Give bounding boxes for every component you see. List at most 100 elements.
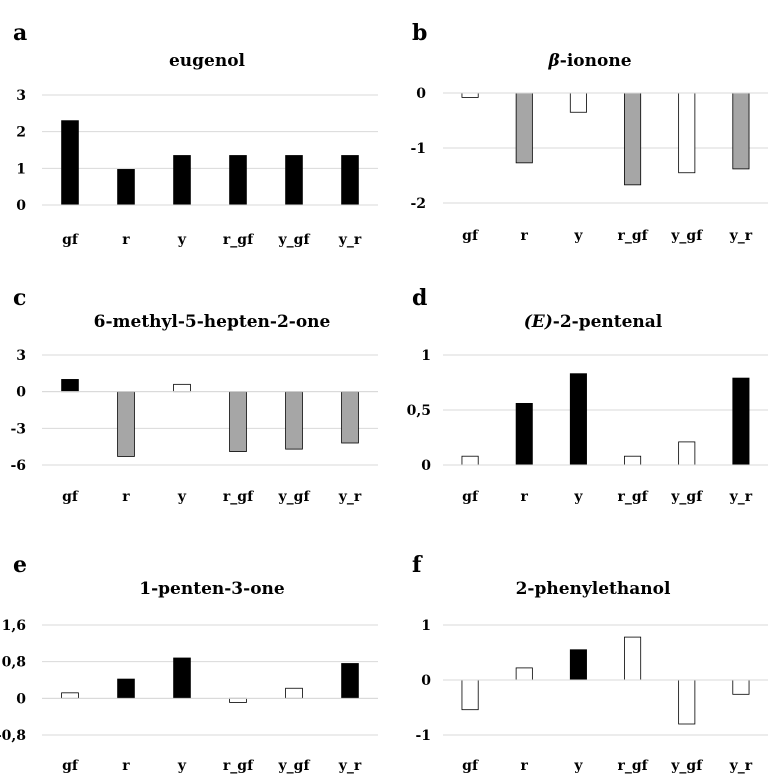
bar-y_r [732,377,750,466]
panel-letter: f [412,552,423,578]
y-tick-label: 0,8 [2,655,26,671]
bar-r_gf [624,636,642,681]
bar-y_gf [678,679,696,725]
x-category-label: y [177,489,187,505]
bar-y_gf [285,391,303,450]
x-category-label: r_gf [617,758,648,774]
x-category-label: r_gf [617,228,648,244]
x-category-label: gf [62,232,79,248]
x-category-label: r_gf [223,489,254,505]
bar-y_gf [678,441,696,466]
bar-r [515,402,533,466]
x-category-label: r [521,228,529,244]
panel-letter: b [412,20,427,46]
x-category-label: y [177,758,187,774]
x-category-label: gf [462,489,479,505]
x-category-label: y_gf [670,228,703,244]
bar-y [173,657,191,699]
y-tick-label: -3 [10,421,26,437]
chart-panel-f: f 2-phenylethanol -1 0 1 gf r y r_gf y_gf y_r [412,552,768,774]
chart-title: eugenol [169,51,246,71]
bar-r_gf [229,697,247,703]
bar-r_gf [624,455,642,466]
bar-r_gf [229,155,247,206]
x-category-label: y_r [338,758,362,774]
x-category-label: y_r [729,758,753,774]
chart-panel-d: d (E)-2-pentenal 0 0,5 1 gf r y r_gf y_gf y_r [407,285,768,505]
panel-letter: d [412,285,427,311]
bar-gf [461,92,479,98]
bar-y_r [341,663,359,699]
bar-y_gf [285,155,303,206]
x-category-label: y_gf [278,758,311,774]
bar-r [515,667,533,681]
x-category-label: y_r [729,228,753,244]
y-tick-label: 0,5 [407,403,431,419]
y-tick-label: 0 [16,691,26,707]
bar-r [117,391,135,457]
y-tick-label: 2 [16,125,26,141]
y-tick-label: 1 [16,161,26,177]
y-tick-label: 0 [421,673,431,689]
bar-y_r [341,391,359,444]
x-category-label: y [573,758,583,774]
y-tick-label: -0,8 [0,728,26,744]
panel-letter: a [13,20,27,46]
y-tick-label: 1,6 [2,618,26,634]
x-category-label: y_gf [670,489,703,505]
chart-panel-e: e 1-penten-3-one -0,8 0 0,8 1,6 gf r y r_gf y_gf y_… [0,552,378,774]
bar-r [117,678,135,699]
chart-title: 2-phenylethanol [516,579,671,599]
bar-y_r [732,679,750,695]
x-category-label: r_gf [223,232,254,248]
x-category-label: r [521,758,529,774]
bar-gf [61,120,79,206]
bar-r_gf [229,391,247,452]
panel-letter: e [13,552,27,578]
bar-y [569,649,587,681]
y-tick-label: 1 [421,618,431,634]
bar-y_r [732,92,750,170]
y-tick-label: -6 [10,458,26,474]
panel-letter: c [13,285,26,311]
x-category-label: gf [462,228,479,244]
x-category-label: y_r [338,232,362,248]
bar-y [569,373,587,466]
bar-gf [461,455,479,466]
x-category-label: r [521,489,529,505]
x-category-label: y [177,232,187,248]
x-category-label: gf [462,758,479,774]
y-tick-label: 3 [16,348,26,364]
x-category-label: r [122,489,130,505]
y-tick-label: 0 [416,86,426,102]
bar-r_gf [624,92,642,186]
y-tick-label: 1 [421,348,431,364]
chart-title: (E)-2-pentenal [524,312,663,332]
x-category-label: r_gf [617,489,648,505]
bar-y_r [341,155,359,206]
y-tick-label: 0 [16,198,26,214]
x-category-label: r_gf [223,758,254,774]
x-category-label: gf [62,758,79,774]
y-tick-label: 0 [16,385,26,401]
y-tick-label: -1 [415,728,431,744]
chart-panel-c: c 6-methyl-5-hepten-2-one -6 -3 0 3 gf r y r_gf y_… [10,285,378,505]
x-category-label: y_gf [278,232,311,248]
bar-r [117,169,135,206]
x-category-label: y [573,489,583,505]
bar-y_gf [678,92,696,174]
chart-title: 1-penten-3-one [139,579,285,599]
bar-gf [461,679,479,711]
x-category-label: gf [62,489,79,505]
bar-y_gf [285,687,303,699]
chart-panel-a: a eugenol 0 1 2 3 gf r y r_gf y_gf y_r [13,20,378,248]
chart-panel-b: b β-ionone -2 -1 0 gf r y r_gf y_gf y_r [410,20,768,244]
x-category-label: y_r [729,489,753,505]
y-tick-label: -1 [410,141,426,157]
bar-gf [61,379,79,393]
chart-title: β-ionone [547,51,631,71]
bar-y [173,383,191,393]
y-tick-label: 3 [16,88,26,104]
bar-y [173,155,191,206]
